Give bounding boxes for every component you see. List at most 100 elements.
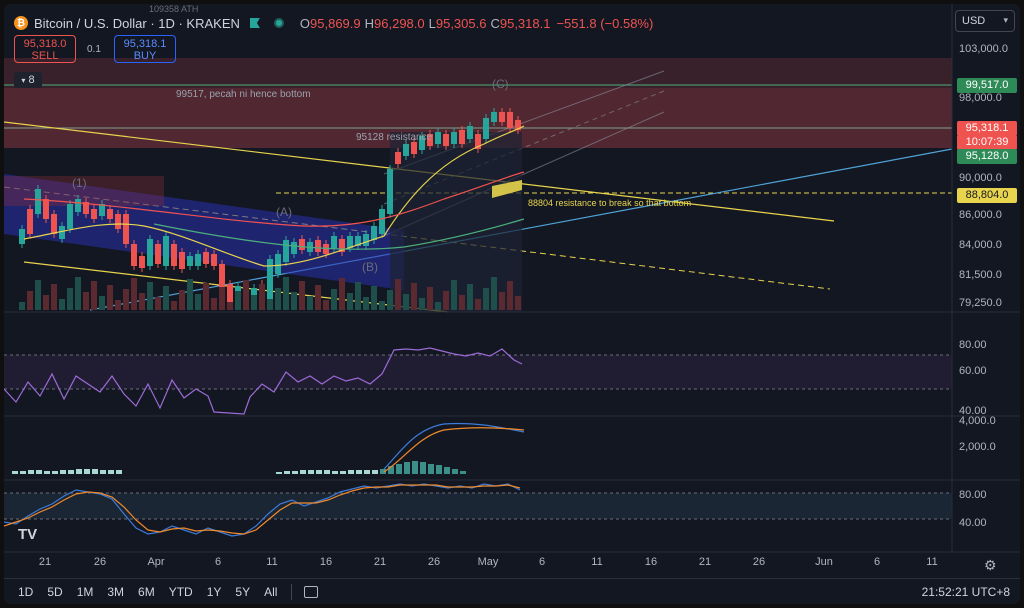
candle-body (275, 254, 281, 274)
macd-bar (308, 470, 314, 474)
price-tick: 81,500.0 (959, 269, 1002, 281)
range-1m[interactable]: 1M (76, 585, 94, 599)
market-status-icon[interactable] (273, 18, 284, 28)
symbol-title[interactable]: Bitcoin / U.S. Dollar · 1D · KRAKEN (34, 15, 240, 31)
volume-bar (331, 289, 337, 310)
macd-bar (348, 470, 354, 474)
volume-bar (307, 296, 313, 310)
stoch-tick: 40.00 (959, 517, 987, 529)
time-tick: 21 (698, 556, 712, 568)
candle-body (475, 134, 481, 149)
macd-bar (20, 471, 26, 474)
range-5d[interactable]: 5D (47, 585, 63, 599)
tradingview-logo[interactable]: TV (18, 526, 38, 543)
candle-body (515, 120, 521, 130)
macd-tick: 2,000.0 (959, 441, 996, 453)
volume-bar (147, 282, 153, 310)
toolbar-divider (291, 584, 293, 600)
volume-bar (347, 293, 353, 310)
range-1d[interactable]: 1D (18, 585, 34, 599)
sell-button[interactable]: 95,318.0 SELL (14, 35, 76, 63)
price-tick: 79,250.0 (959, 297, 1002, 309)
volume-bar (443, 291, 449, 310)
rsi-line (4, 347, 523, 415)
macd-bar (28, 470, 34, 474)
macd-bar (380, 469, 386, 474)
candle-body (315, 240, 321, 252)
volume-bar (123, 289, 129, 310)
buy-label: BUY (133, 50, 157, 62)
stoch-d (4, 484, 521, 535)
macd-bar (428, 464, 434, 474)
candle-body (499, 112, 505, 122)
time-tick: 6 (538, 556, 546, 568)
candle-body (99, 204, 105, 216)
candle-body (83, 202, 89, 214)
candle-body (59, 226, 65, 239)
clock[interactable]: 21:52:21 UTC+8 (921, 585, 1010, 599)
macd-bar (84, 469, 90, 474)
volume-bar (515, 296, 521, 310)
range-3m[interactable]: 3M (107, 585, 125, 599)
volume-bar (283, 277, 289, 310)
macd-bar (276, 472, 282, 474)
chevron-down-icon: ▾ (21, 75, 26, 85)
macd-histogram (12, 461, 466, 474)
range-5y[interactable]: 5Y (235, 585, 251, 599)
candle-body (363, 234, 369, 246)
candle-body (107, 209, 113, 219)
ma-green (153, 218, 525, 250)
bottom-toolbar: 1D 5D 1M 3M 6M YTD 1Y 5Y All 21:52:21 UT… (4, 578, 1020, 604)
candle-body (507, 112, 513, 128)
macd-bar (116, 470, 122, 474)
volume-bar (235, 291, 241, 310)
indicators-toggle[interactable]: ▾ 8 (14, 72, 42, 88)
candle-body (483, 118, 489, 139)
candle-body (251, 288, 257, 300)
range-all[interactable]: All (264, 585, 278, 599)
volume-bar (227, 302, 233, 310)
candle-body (267, 259, 273, 299)
flag-icon[interactable] (249, 18, 260, 28)
time-axis[interactable]: 21 26 Apr 6 11 16 21 26 May 6 11 16 21 26 Jun 6 11 (4, 556, 964, 574)
volume-bar (91, 281, 97, 310)
volume-bar (475, 299, 481, 310)
range-6m[interactable]: 6M (138, 585, 155, 599)
macd-bar (356, 470, 362, 474)
macd-bar (460, 471, 466, 474)
volume-bar (379, 301, 385, 310)
chart-window: 103,000.0 98,000.0 90,000.0 86,000.0 84,000.… (4, 4, 1020, 604)
macd-bar (44, 471, 50, 474)
rsi-tick: 80.00 (959, 339, 987, 351)
range-1y[interactable]: 1Y (206, 585, 222, 599)
rsi-tick: 60.00 (959, 365, 987, 377)
sell-label: SELL (31, 50, 59, 62)
candle-body (403, 144, 409, 156)
volume-bar (195, 294, 201, 310)
badge-countdown: 10:07:39 (957, 135, 1017, 150)
currency-select[interactable]: USD ▾ (955, 10, 1015, 32)
chart-canvas[interactable]: 103,000.098,000.090,000.086,000.084,000.… (4, 4, 1020, 578)
volume-bar (139, 293, 145, 310)
candle-body (187, 256, 193, 266)
macd-bar (404, 462, 410, 474)
wave-label-a: (A) (276, 205, 292, 219)
candle-body (299, 239, 305, 250)
volume-bar (107, 285, 113, 310)
volume-bar (507, 281, 513, 310)
buy-button[interactable]: 95,318.1 BUY (114, 35, 176, 63)
buy-price: 95,318.1 (123, 38, 167, 50)
macd-bar (444, 467, 450, 474)
badge-current-price: 95,318.1 (957, 121, 1017, 136)
macd-bar (388, 466, 394, 474)
calendar-icon[interactable] (304, 586, 319, 598)
gear-icon[interactable]: ⚙ (984, 557, 997, 573)
volume-bar (67, 288, 73, 310)
macd-bar (372, 470, 378, 474)
volume-bar (419, 298, 425, 310)
macd-bar (300, 470, 306, 474)
range-ytd[interactable]: YTD (168, 585, 193, 599)
spread-value: 0.1 (87, 44, 101, 55)
currency-label: USD (962, 15, 986, 27)
